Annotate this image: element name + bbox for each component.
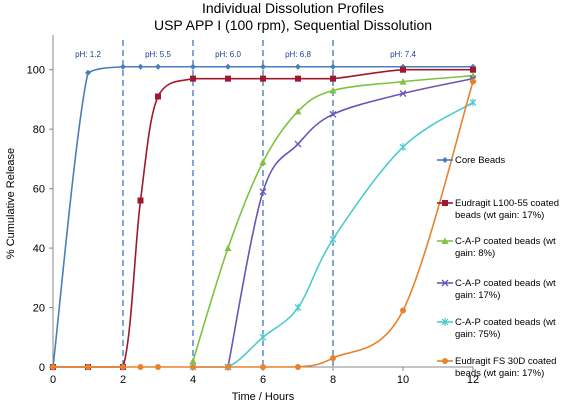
x-tick-label: 4 [190, 374, 196, 386]
legend-label: gain: 75%) [455, 329, 500, 340]
data-point [470, 66, 476, 73]
y-tick-label: 60 [33, 184, 45, 196]
x-tick-label: 2 [120, 374, 126, 386]
data-point [225, 364, 231, 370]
data-point [225, 75, 231, 82]
x-tick-label: 0 [50, 374, 56, 386]
data-point [190, 75, 196, 82]
x-tick-label: 12 [467, 374, 479, 386]
data-point [295, 75, 301, 82]
data-point [329, 87, 337, 94]
data-point [120, 364, 126, 370]
data-point [137, 63, 144, 70]
ph-label: pH: 7.4 [390, 50, 416, 59]
series-6 [50, 78, 476, 370]
series-line [227, 77, 474, 368]
data-point [137, 197, 144, 204]
data-point [294, 303, 302, 312]
series-line [192, 74, 474, 362]
data-point [155, 93, 161, 100]
data-point [155, 63, 161, 70]
ph-label: pH: 6.8 [285, 50, 311, 59]
data-point [294, 140, 302, 148]
data-point [137, 364, 144, 370]
ph-label: pH: 5.5 [145, 50, 171, 59]
legend-label: gain: 17%) [455, 290, 500, 301]
data-point [85, 69, 91, 76]
data-point [442, 358, 448, 364]
data-point [155, 364, 161, 370]
chart-subtitle: USP APP I (100 rpm), Sequential Dissolut… [153, 17, 433, 33]
data-point [469, 98, 477, 107]
chart-title: Individual Dissolution Profiles [201, 0, 385, 16]
legend-label: Core Beads [455, 155, 505, 166]
data-point [441, 318, 449, 326]
data-point [259, 158, 267, 165]
y-tick-label: 80 [33, 124, 45, 136]
legend-label: gain: 8%) [455, 248, 495, 259]
data-point [260, 63, 266, 70]
x-tick-label: 10 [397, 374, 409, 386]
data-point [260, 364, 266, 370]
legend-item-1: Core Beads [437, 155, 505, 166]
x-tick-label: 8 [330, 374, 336, 386]
data-point [225, 63, 231, 70]
data-point [260, 75, 266, 82]
ph-label: pH: 1.2 [75, 50, 101, 59]
data-point [441, 279, 449, 287]
data-point [441, 237, 449, 244]
legend-label: beads (wt gain: 17%) [455, 368, 544, 379]
data-point [190, 63, 196, 70]
y-tick-label: 0 [39, 362, 45, 374]
data-point [259, 188, 267, 196]
data-point [442, 200, 448, 206]
x-axis-label: Time / Hours [232, 391, 295, 403]
data-point [224, 244, 232, 252]
data-point [329, 110, 337, 118]
data-point [259, 333, 267, 342]
data-point [190, 364, 196, 370]
data-point [120, 63, 126, 70]
data-point [330, 355, 336, 362]
data-point [189, 357, 197, 365]
data-point [399, 90, 407, 97]
data-point [295, 63, 301, 70]
data-point [85, 364, 91, 370]
data-point [400, 307, 406, 314]
data-point [442, 157, 448, 163]
data-point [329, 235, 337, 244]
legend-label: Eudragit FS 30D coated [455, 356, 556, 367]
y-tick-label: 40 [33, 243, 45, 255]
legend-label: C-A-P coated beads (wt [455, 317, 556, 328]
data-point [470, 78, 476, 85]
y-tick-label: 100 [27, 65, 45, 77]
data-point [399, 143, 407, 152]
y-tick-label: 20 [33, 303, 45, 315]
data-point [50, 364, 56, 370]
x-tick-label: 6 [260, 374, 266, 386]
ph-label: pH: 6.0 [215, 50, 241, 59]
legend-label: beads (wt gain: 17%) [455, 210, 544, 221]
data-point [294, 107, 302, 115]
data-point [399, 78, 407, 85]
data-point [330, 63, 336, 70]
data-point [295, 364, 301, 370]
y-axis-label: % Cumulative Release [5, 148, 17, 259]
legend-label: Eudragit L100-55 coated [455, 198, 559, 209]
data-point [330, 75, 336, 82]
data-point [400, 66, 406, 73]
legend-label: C-A-P coated beads (wt [455, 278, 556, 289]
legend-label: C-A-P coated beads (wt [455, 236, 556, 247]
